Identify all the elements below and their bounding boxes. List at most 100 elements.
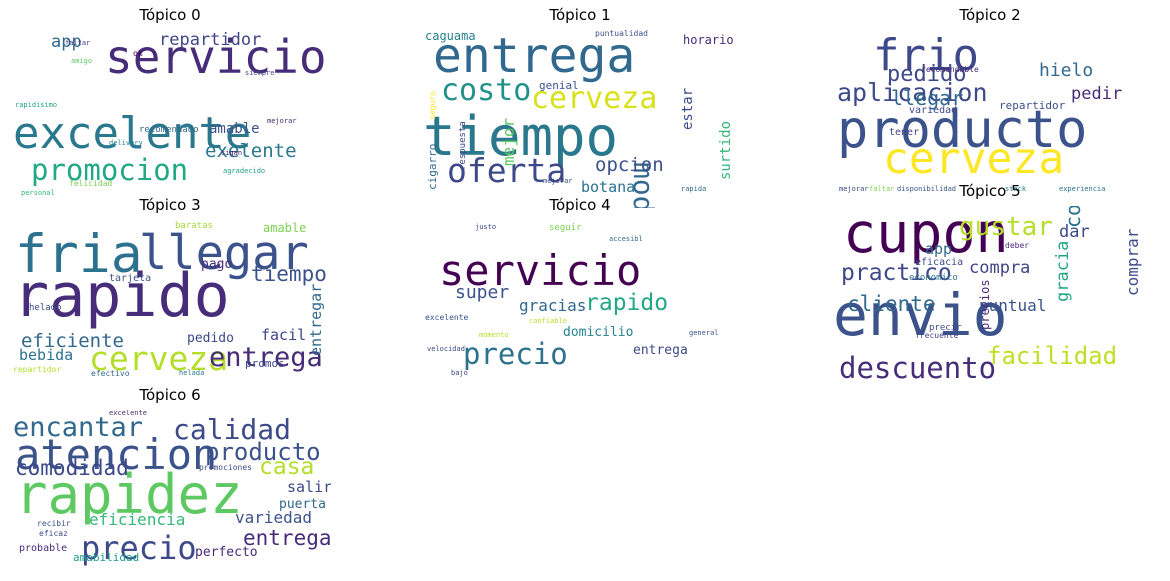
word-puntualidad: puntualidad [595, 30, 648, 38]
word-repartidor: repartidor [159, 30, 262, 50]
panel-title: Tópico 2 [959, 6, 1021, 24]
word-general: general [689, 329, 719, 337]
word-entrega: entrega [243, 526, 331, 550]
word-cloud: servicio excelente promocion exelente repart… [9, 30, 331, 208]
panel-title: Tópico 1 [549, 6, 611, 24]
word-gracia: gracia [1053, 240, 1073, 302]
word-cloud: rapidez atencion precio calidad encantar prod… [9, 410, 331, 572]
word-compra: compra [969, 258, 1031, 278]
word-practico: practico [841, 260, 952, 286]
word-amable: amable [263, 221, 307, 235]
word-salir: salir [287, 478, 331, 496]
word-bajo: bajo [451, 369, 468, 377]
word-mejorar: mejorar [839, 185, 869, 193]
word-helado: helado [29, 303, 62, 313]
word-momento: momento [479, 331, 509, 339]
word-recomendado: recomendado [139, 125, 199, 135]
word-eficiente: eficiente [21, 330, 124, 352]
word-surtido: surtido [718, 120, 734, 180]
word-rapidisimo: rapidisimo [15, 101, 58, 109]
word-entrega: entrega [433, 30, 636, 84]
word-promocion: promocion [31, 153, 189, 187]
word-perfecto: perfecto [195, 545, 258, 560]
word-amable: amable [209, 121, 260, 137]
word-precios: precios [978, 279, 992, 330]
word-repartidor: repartidor [13, 365, 62, 374]
word-aplicacion: aplicacion [837, 78, 988, 107]
word-cliente: cliente [847, 292, 936, 316]
word-cloud: envio cupon descuento gustar facilidad practi… [829, 206, 1151, 386]
word-horario: horario [683, 33, 734, 47]
word-calidad: calidad [173, 413, 292, 446]
word-seguir: seguir [549, 223, 582, 233]
word-justo: justo [475, 223, 497, 231]
word-ok: ok [133, 49, 143, 58]
word-precio: precio [463, 337, 568, 371]
word-bebida: bebida [19, 346, 74, 364]
word-gracias: gracias [519, 296, 587, 315]
word-tarjeta: tarjeta [109, 273, 152, 284]
word-pedir: pedir [1071, 84, 1123, 104]
word-promociones: promociones [199, 463, 252, 472]
word-cloud: producto frio cerveza aplicacion pedido llega… [829, 30, 1151, 208]
word-seguro: seguro [428, 91, 437, 120]
word-rapido: rapido [13, 261, 230, 331]
word-felicidad: felicidad [69, 179, 113, 188]
word-confiable: confiable [529, 317, 567, 325]
word-eficacia: eficacia [915, 257, 964, 268]
word-comodidad: comodidad [15, 456, 129, 480]
word-exelente: exelente [205, 140, 297, 162]
word-puntual: puntual [979, 296, 1047, 315]
word-agradecido: agradecido [223, 167, 266, 175]
word-recibir: recibir [37, 519, 71, 528]
word-estar: estar [680, 87, 696, 130]
word-descuento: descuento [839, 351, 997, 385]
panel-title: Tópico 4 [549, 196, 611, 214]
word-oferta: oferta [447, 151, 567, 190]
word-entregar: entregar [307, 283, 325, 356]
word-baratas: baratas [175, 221, 213, 231]
panel-title: Tópico 5 [959, 182, 1021, 200]
word-helada: helada [179, 369, 205, 377]
word-tener: tener [889, 127, 920, 138]
word-frecuente: frecuente [915, 331, 959, 340]
word-llegar: llegar [139, 226, 309, 281]
word-experiencia: experiencia [1059, 185, 1106, 193]
word-cloud: rapido fria llegar cerveza entrega tiempo efic… [9, 220, 331, 398]
word-mejorar: mejorar [543, 177, 573, 185]
word-fria: fria [15, 224, 143, 285]
word-stock: stock [1005, 185, 1027, 193]
word-precir: precir [929, 323, 962, 333]
word-disponibilidad: disponibilidad [897, 185, 957, 193]
word-servicio: servicio [105, 30, 327, 84]
word-costo: costo [441, 73, 532, 108]
wordcloud-panel: Tópico 4 servicio precio rapido super gracia… [419, 196, 741, 398]
word-facil: facil [261, 326, 307, 344]
word-gustar: gustar [959, 212, 1053, 242]
word-frio: frio [873, 30, 979, 81]
wordcloud-panel: Tópico 3 rapido fria llegar cerveza entrega t… [9, 196, 331, 398]
word-casa: casa [259, 454, 315, 480]
word-encantar: encantar [13, 412, 144, 443]
word-producto: producto [837, 100, 1088, 160]
word-entrega: entrega [209, 342, 323, 373]
panel-title: Tópico 6 [139, 386, 201, 404]
word-probable: probable [19, 543, 68, 554]
word-recomendable: recomendable [921, 65, 979, 74]
word-app: app [925, 240, 953, 258]
word-respuesta: respuesta [458, 121, 468, 170]
word-eficaz: eficaz [39, 529, 68, 538]
word-app: app [51, 32, 82, 52]
word-excelente: excelente [13, 108, 252, 159]
word-deber: deber [1005, 241, 1030, 250]
word-precio: precio [81, 529, 197, 567]
word-pedido: pedido [187, 331, 234, 346]
word-promos: promos [245, 357, 285, 370]
word-variedad: variedad [235, 508, 313, 527]
word-excelente: excelente [109, 410, 147, 417]
word-dar: dar [1059, 222, 1090, 242]
panel-title: Tópico 0 [139, 6, 201, 24]
word-variedad: variedad [909, 105, 958, 116]
word-mejor: mejor [499, 117, 518, 166]
word-personal: personal [21, 189, 55, 197]
